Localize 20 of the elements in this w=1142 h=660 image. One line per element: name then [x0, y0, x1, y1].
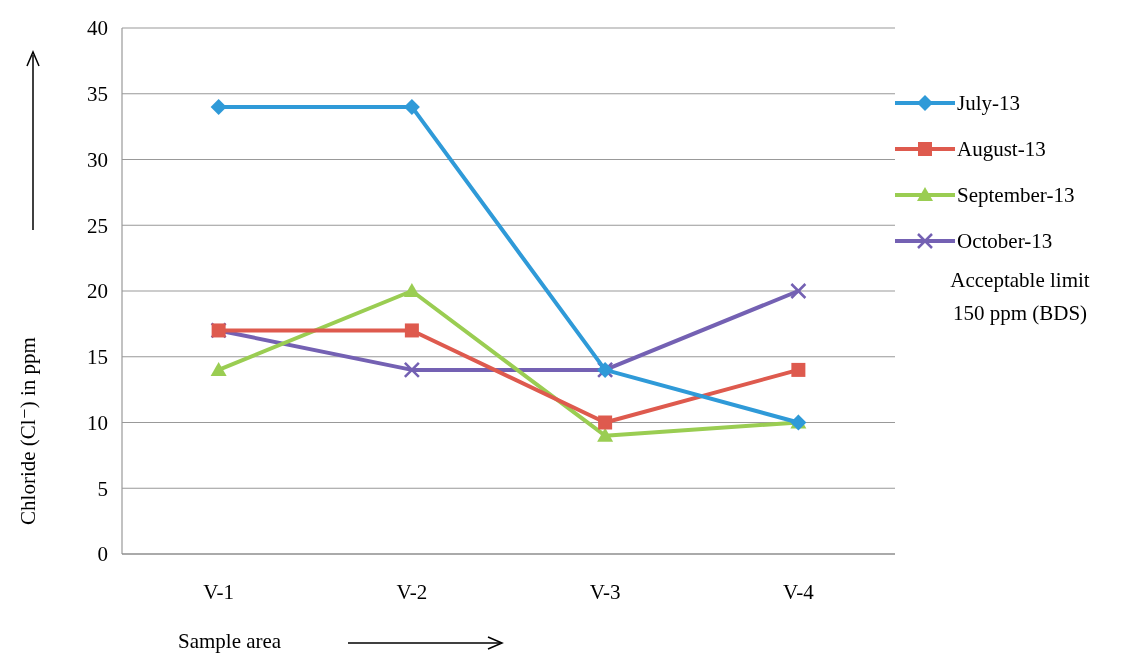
y-tick-label: 0: [97, 542, 108, 567]
x-tick-label: V-3: [589, 580, 621, 604]
y-tick-label: 15: [87, 345, 108, 370]
y-tick-label: 30: [87, 147, 108, 172]
x-tick-label: V-4: [783, 580, 815, 604]
y-tick-label: 25: [87, 213, 108, 238]
y-axis-title: Chloride (Cl⁻) in ppm: [16, 337, 40, 525]
x-tick-label: V-1: [203, 580, 234, 604]
text: Acceptable limit 150 ppm (BDS): [950, 268, 1090, 325]
legend-label: October-13: [957, 229, 1053, 254]
legend-label: September-13: [957, 183, 1075, 208]
y-tick-label: 5: [97, 476, 108, 501]
legend-label: July-13: [957, 91, 1020, 116]
y-tick-label: 20: [87, 279, 108, 304]
x-tick-label: V-2: [396, 580, 428, 604]
legend-label: August-13: [957, 137, 1046, 162]
x-axis-title: Sample area: [178, 629, 282, 653]
y-tick-label: 40: [87, 16, 108, 41]
y-tick-label: 35: [87, 82, 108, 107]
y-tick-label: 10: [87, 410, 108, 435]
